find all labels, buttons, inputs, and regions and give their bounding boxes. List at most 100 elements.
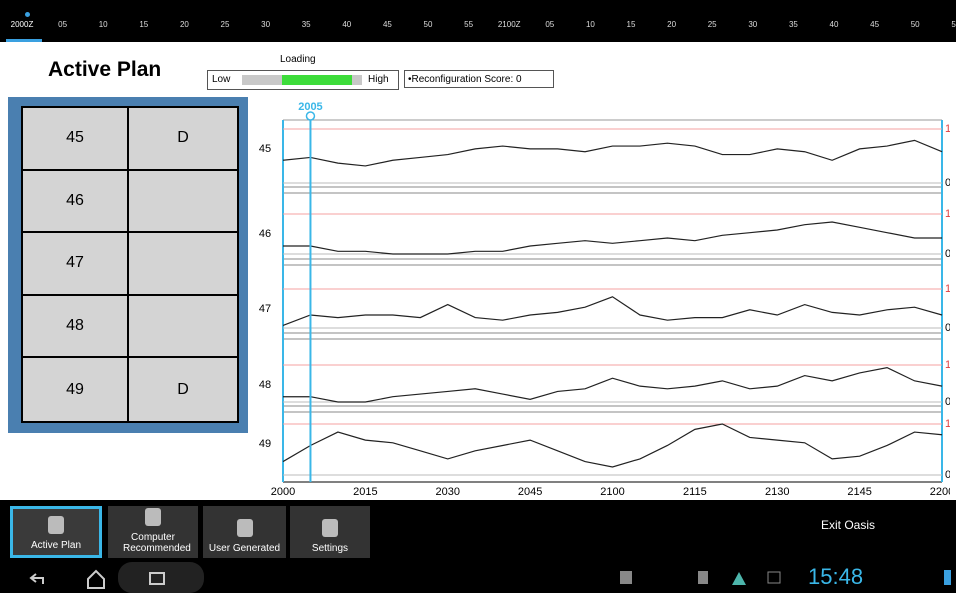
button-icon: [48, 516, 64, 534]
y-tick-label: 0: [945, 469, 950, 481]
battery-icon: [944, 570, 951, 585]
button-label: User Generated: [208, 543, 281, 554]
sector-panel: 45 D 46 47 48 49 D: [8, 97, 248, 433]
sector-cell[interactable]: 48: [23, 296, 127, 359]
timeline-label[interactable]: 2000Z: [10, 20, 34, 29]
timeline-label[interactable]: 50: [910, 20, 920, 29]
x-tick-label: 2200: [930, 486, 950, 498]
timeline-label[interactable]: 05: [545, 20, 555, 29]
timeline-label[interactable]: 40: [342, 20, 352, 29]
x-tick-label: 2100: [600, 486, 624, 498]
timeline-label[interactable]: 55: [951, 20, 956, 29]
y-tick-label: 15: [945, 283, 950, 295]
timeline-label[interactable]: 45: [382, 20, 392, 29]
sector-line: [283, 221, 942, 255]
timeline-label[interactable]: 20: [667, 20, 677, 29]
toolbar-button[interactable]: Computer Recommended: [108, 506, 198, 558]
toolbar-button[interactable]: Settings: [290, 506, 370, 558]
timeline-label[interactable]: 55: [464, 20, 474, 29]
timeline-label[interactable]: 25: [707, 20, 717, 29]
sector-line: [282, 139, 943, 167]
x-tick-label: 2015: [353, 486, 377, 498]
timeline-label[interactable]: 15: [139, 20, 149, 29]
x-tick-label: 2145: [847, 486, 871, 498]
status-icon: [620, 571, 632, 584]
status-cell[interactable]: D: [129, 108, 237, 171]
loading-high: High: [368, 74, 389, 85]
sector-cell[interactable]: 47: [23, 233, 127, 296]
toolbar-button[interactable]: Active Plan: [10, 506, 102, 558]
button-icon: [322, 519, 338, 537]
y-tick-label: 15: [945, 208, 950, 220]
timeline-label[interactable]: 05: [58, 20, 68, 29]
sector-cell[interactable]: 46: [23, 171, 127, 234]
status-icon: [698, 571, 708, 584]
sector-line: [283, 367, 943, 403]
button-label: Active Plan: [30, 540, 82, 551]
y-tick-label: 0: [945, 177, 950, 189]
timeline-label[interactable]: 15: [626, 20, 636, 29]
timeline-selection: [6, 39, 42, 42]
timeline-dot: [25, 12, 30, 17]
timeline-label[interactable]: 35: [301, 20, 311, 29]
recent-icon: [149, 572, 165, 585]
page-title: Active Plan: [48, 58, 162, 81]
timeline-label[interactable]: 30: [261, 20, 271, 29]
status-icon: [732, 572, 746, 585]
timeline-label[interactable]: 10: [585, 20, 595, 29]
timeline-label[interactable]: 2100Z: [497, 20, 521, 29]
timeline-label[interactable]: 40: [829, 20, 839, 29]
button-label: Computer Recommended: [123, 532, 191, 554]
sector-line: [282, 423, 943, 468]
sector-charts: 0 19 45 0 15 46 0 15 47 0 14 48 0 19 49 2000 2015 2030 204…: [259, 101, 950, 498]
x-tick-label: 2000: [271, 486, 295, 498]
status-cell[interactable]: [129, 233, 237, 296]
status-icon: [767, 571, 781, 584]
status-cell[interactable]: [129, 296, 237, 359]
timeline-label[interactable]: 30: [748, 20, 758, 29]
y-tick-label: 0: [945, 396, 950, 408]
recent-highlight: [118, 562, 204, 593]
y-tick-label: 14: [945, 359, 950, 371]
x-tick-label: 2045: [518, 486, 542, 498]
sector-label: 47: [259, 303, 271, 315]
cursor-label: 2005: [298, 101, 322, 113]
x-tick-label: 2030: [436, 486, 460, 498]
reconfiguration-score: •Reconfiguration Score: 0: [404, 70, 554, 88]
toolbar-button[interactable]: User Generated: [203, 506, 286, 558]
sector-cell[interactable]: 45: [23, 108, 127, 171]
loading-low: Low: [212, 74, 231, 85]
cursor-handle[interactable]: [305, 111, 316, 121]
sector-grid: 45 D 46 47 48 49 D: [21, 106, 239, 423]
home-icon: [87, 569, 105, 589]
y-tick-label: 0: [945, 322, 950, 334]
loading-box: Low High: [207, 70, 399, 90]
clock: 15:48: [808, 564, 864, 589]
y-tick-label: 19: [945, 123, 950, 135]
y-tick-label: 0: [945, 248, 950, 260]
status-cell[interactable]: D: [177, 380, 189, 398]
y-tick-label: 19: [945, 418, 950, 430]
x-tick-label: 2130: [765, 486, 789, 498]
sector-label: 46: [259, 228, 271, 240]
sector-label: 45: [259, 143, 271, 155]
sector-line: [282, 296, 943, 326]
timeline-label[interactable]: 25: [220, 20, 230, 29]
timeline-label[interactable]: 20: [179, 20, 189, 29]
toolbar: Exit Oasis Active Plan Computer Recommend…: [0, 500, 956, 560]
nav-icons: [29, 562, 951, 593]
timeline-label[interactable]: 35: [788, 20, 798, 29]
button-icon: [236, 519, 253, 537]
loading-level: [282, 75, 352, 85]
timeline-label[interactable]: 50: [423, 20, 433, 29]
sector-cell[interactable]: 49: [66, 380, 84, 398]
column-divider: [127, 108, 129, 421]
timeline-label[interactable]: 45: [870, 20, 880, 29]
status-bar: 15:48: [0, 560, 956, 593]
status-cell[interactable]: [129, 171, 237, 234]
sector-label: 49: [259, 438, 271, 450]
sector-label: 48: [259, 379, 271, 391]
timeline-label[interactable]: 10: [98, 20, 108, 29]
loading-label: Loading: [280, 54, 316, 65]
exit-button[interactable]: Exit Oasis: [820, 518, 875, 532]
